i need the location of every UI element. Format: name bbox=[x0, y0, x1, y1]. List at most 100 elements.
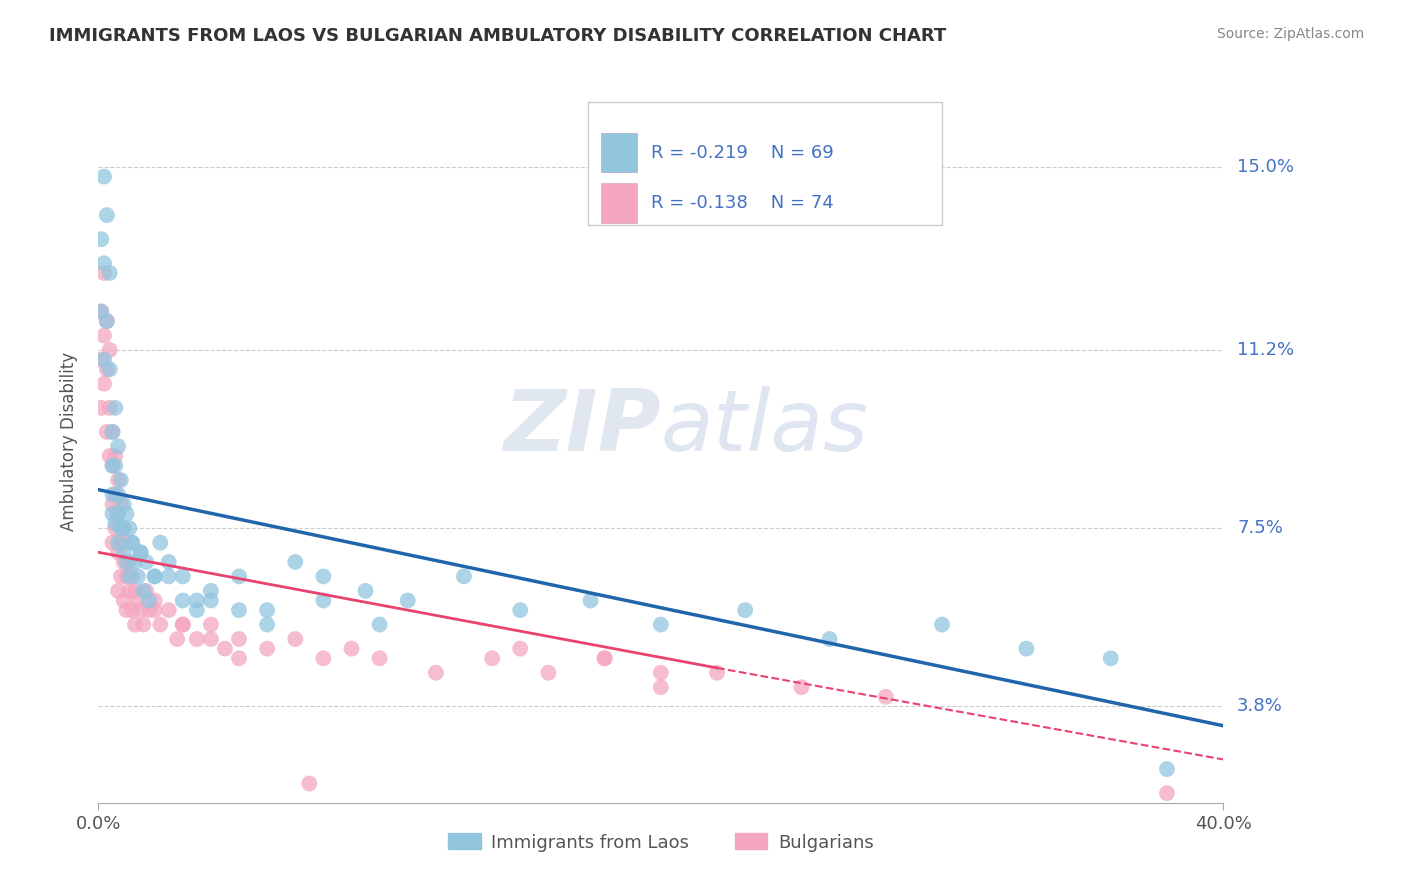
Point bbox=[149, 535, 172, 549]
Text: atlas: atlas bbox=[661, 385, 869, 468]
Point bbox=[115, 535, 138, 549]
Point bbox=[425, 665, 447, 680]
Point bbox=[107, 507, 129, 521]
Point bbox=[312, 651, 335, 665]
Point bbox=[112, 593, 135, 607]
Point bbox=[214, 641, 236, 656]
Point bbox=[121, 603, 143, 617]
Point bbox=[312, 593, 335, 607]
Text: Source: ZipAtlas.com: Source: ZipAtlas.com bbox=[1216, 27, 1364, 41]
Point bbox=[107, 583, 129, 598]
Point bbox=[107, 507, 129, 521]
Point bbox=[650, 680, 672, 694]
Point bbox=[107, 487, 129, 501]
FancyBboxPatch shape bbox=[602, 133, 637, 172]
Point bbox=[228, 651, 250, 665]
Point bbox=[115, 555, 138, 569]
Point bbox=[650, 617, 672, 632]
Point bbox=[931, 617, 953, 632]
Point bbox=[96, 314, 118, 328]
Y-axis label: Ambulatory Disability: Ambulatory Disability bbox=[59, 352, 77, 531]
Point bbox=[1015, 641, 1038, 656]
Point bbox=[96, 314, 118, 328]
Point bbox=[284, 632, 307, 646]
Point bbox=[112, 555, 135, 569]
Point bbox=[127, 569, 149, 583]
Point bbox=[121, 569, 143, 583]
Point bbox=[124, 555, 146, 569]
Text: 15.0%: 15.0% bbox=[1237, 158, 1294, 176]
Point bbox=[104, 521, 127, 535]
Point bbox=[172, 569, 194, 583]
Point bbox=[112, 497, 135, 511]
Point bbox=[121, 535, 143, 549]
Point bbox=[96, 208, 118, 222]
Point bbox=[1156, 786, 1178, 800]
Point bbox=[354, 583, 377, 598]
Text: 11.2%: 11.2% bbox=[1237, 341, 1295, 359]
Point bbox=[98, 401, 121, 415]
Point bbox=[101, 425, 124, 439]
FancyBboxPatch shape bbox=[602, 183, 637, 223]
Point bbox=[256, 603, 278, 617]
Point bbox=[98, 343, 121, 357]
Point bbox=[157, 569, 180, 583]
Point bbox=[112, 521, 135, 535]
Point bbox=[593, 651, 616, 665]
Point bbox=[101, 487, 124, 501]
Point bbox=[124, 617, 146, 632]
Point bbox=[90, 232, 112, 246]
Point bbox=[593, 651, 616, 665]
Point bbox=[453, 569, 475, 583]
Point bbox=[143, 569, 166, 583]
Point bbox=[200, 632, 222, 646]
Point bbox=[121, 535, 143, 549]
Point bbox=[112, 521, 135, 535]
Point bbox=[118, 521, 141, 535]
Point bbox=[90, 304, 112, 318]
Point bbox=[93, 266, 115, 280]
Point bbox=[110, 521, 132, 535]
Point bbox=[509, 641, 531, 656]
Point bbox=[129, 545, 152, 559]
Point bbox=[875, 690, 897, 704]
Text: 3.8%: 3.8% bbox=[1237, 698, 1282, 715]
Point bbox=[101, 507, 124, 521]
Point bbox=[93, 256, 115, 270]
Text: R = -0.219    N = 69: R = -0.219 N = 69 bbox=[651, 144, 834, 161]
Point bbox=[481, 651, 503, 665]
Point bbox=[143, 569, 166, 583]
Point bbox=[157, 603, 180, 617]
Point bbox=[135, 555, 157, 569]
Point bbox=[110, 569, 132, 583]
Point bbox=[96, 425, 118, 439]
Point bbox=[127, 593, 149, 607]
Point bbox=[96, 362, 118, 376]
Text: R = -0.138    N = 74: R = -0.138 N = 74 bbox=[651, 194, 834, 212]
Point bbox=[110, 535, 132, 549]
Point bbox=[93, 169, 115, 184]
Point bbox=[104, 487, 127, 501]
Point bbox=[228, 569, 250, 583]
Point bbox=[284, 555, 307, 569]
Point bbox=[650, 665, 672, 680]
Point bbox=[129, 545, 152, 559]
Point bbox=[537, 665, 560, 680]
Point bbox=[101, 497, 124, 511]
Point bbox=[1099, 651, 1122, 665]
Point bbox=[149, 617, 172, 632]
Point bbox=[132, 583, 155, 598]
Point bbox=[93, 376, 115, 391]
Point bbox=[734, 603, 756, 617]
Point bbox=[129, 603, 152, 617]
Point bbox=[396, 593, 419, 607]
Point bbox=[200, 593, 222, 607]
Point bbox=[579, 593, 602, 607]
Text: ZIP: ZIP bbox=[503, 385, 661, 468]
Point bbox=[368, 617, 391, 632]
Point bbox=[110, 497, 132, 511]
Point bbox=[138, 593, 160, 607]
Point bbox=[340, 641, 363, 656]
Point bbox=[186, 593, 208, 607]
Point bbox=[118, 569, 141, 583]
